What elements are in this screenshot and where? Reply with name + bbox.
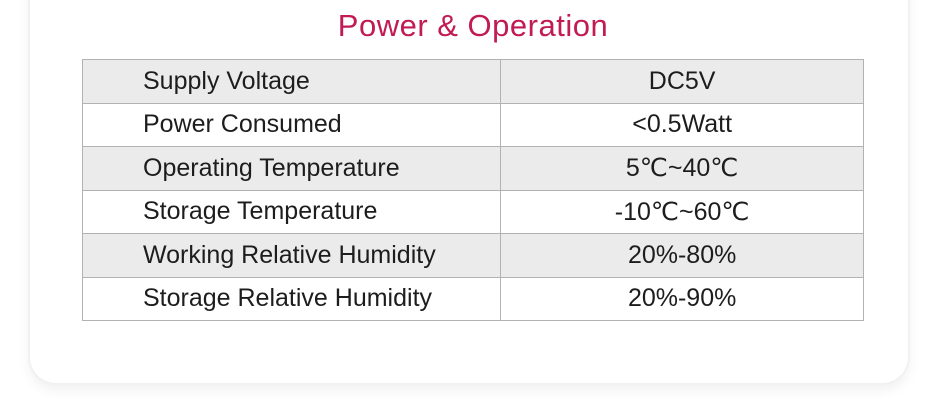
- spec-label: Working Relative Humidity: [81, 233, 502, 278]
- page-title: Power & Operation: [337, 8, 609, 43]
- spec-value: DC5V: [500, 59, 864, 104]
- spec-label: Supply Voltage: [81, 59, 502, 104]
- power-operation-spec-table: Supply Voltage DC5V Power Consumed <0.5W…: [81, 59, 864, 321]
- spec-label: Operating Temperature: [81, 146, 502, 191]
- spec-value: -10℃~60℃: [500, 189, 864, 234]
- table-row: Storage Relative Humidity 20%-90%: [81, 276, 864, 321]
- table-row: Storage Temperature -10℃~60℃: [81, 189, 864, 234]
- table-row: Power Consumed <0.5Watt: [81, 102, 864, 147]
- table-row: Working Relative Humidity 20%-80%: [81, 233, 864, 278]
- spec-value: 5℃~40℃: [500, 146, 864, 191]
- spec-value: 20%-90%: [500, 276, 864, 321]
- spec-label: Power Consumed: [81, 102, 502, 147]
- spec-value: <0.5Watt: [500, 102, 864, 147]
- spec-value: 20%-80%: [500, 233, 864, 278]
- table-row: Supply Voltage DC5V: [81, 59, 864, 104]
- spec-label: Storage Temperature: [81, 189, 502, 234]
- spec-label: Storage Relative Humidity: [81, 276, 502, 321]
- table-row: Operating Temperature 5℃~40℃: [81, 146, 864, 191]
